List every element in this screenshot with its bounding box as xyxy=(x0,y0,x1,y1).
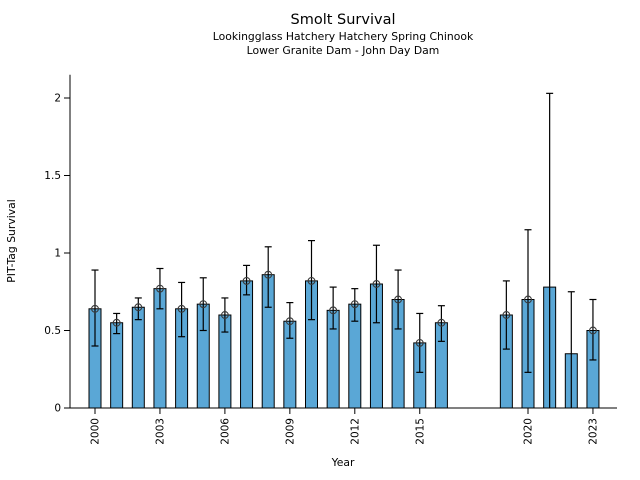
point-marker-2014 xyxy=(394,295,403,304)
bar-2001 xyxy=(110,322,124,409)
x-tick-label-2000: 2000 xyxy=(90,418,102,445)
point-marker-2023 xyxy=(588,326,597,335)
point-marker-2012 xyxy=(350,300,359,309)
bar-2007 xyxy=(240,280,254,409)
x-axis-label: Year xyxy=(331,456,355,469)
bar-2002 xyxy=(131,306,145,409)
point-marker-2015 xyxy=(415,338,424,347)
x-tick-label-2020: 2020 xyxy=(523,418,535,445)
x-tick-label-2003: 2003 xyxy=(155,418,167,445)
point-marker-2005 xyxy=(199,300,208,309)
point-marker-2002 xyxy=(134,303,143,312)
x-tick-label-2015: 2015 xyxy=(414,418,426,445)
y-tick-label-2: 2 xyxy=(54,93,61,105)
point-marker-2003 xyxy=(156,284,164,293)
point-marker-2009 xyxy=(285,317,294,326)
chart-title: Smolt Survival xyxy=(291,12,396,28)
y-tick-label-0.5: 0.5 xyxy=(44,325,61,337)
point-marker-2016 xyxy=(437,318,446,327)
x-tick-label-2006: 2006 xyxy=(220,418,232,445)
x-tick-label-2009: 2009 xyxy=(285,418,297,445)
chart-subtitle-line2: Lower Granite Dam - John Day Dam xyxy=(247,44,440,57)
point-marker-2020 xyxy=(524,295,532,304)
point-marker-2007 xyxy=(242,276,251,285)
point-marker-2008 xyxy=(264,270,273,279)
point-marker-2004 xyxy=(177,304,186,313)
x-tick-label-2023: 2023 xyxy=(588,418,600,445)
y-axis-label: PIT-Tag Survival xyxy=(5,199,18,282)
x-tick-label-2012: 2012 xyxy=(350,418,362,445)
point-marker-2000 xyxy=(91,304,99,313)
plot-area: 0 0.5 1 1.5 2 2000 2003 2006 2009 2012 2015 2020 202… xyxy=(44,74,617,445)
point-marker-2001 xyxy=(112,318,121,327)
point-marker-2019 xyxy=(502,311,511,319)
point-marker-2010 xyxy=(307,276,316,285)
point-marker-2013 xyxy=(372,280,381,288)
y-tick-label-0: 0 xyxy=(54,403,61,415)
y-tick-label-1: 1 xyxy=(54,248,61,260)
point-marker-2011 xyxy=(329,306,338,315)
point-marker-2006 xyxy=(220,311,229,319)
chart-subtitle-line1: Lookingglass Hatchery Hatchery Spring Ch… xyxy=(213,30,474,43)
y-tick-label-1.5: 1.5 xyxy=(44,170,61,182)
